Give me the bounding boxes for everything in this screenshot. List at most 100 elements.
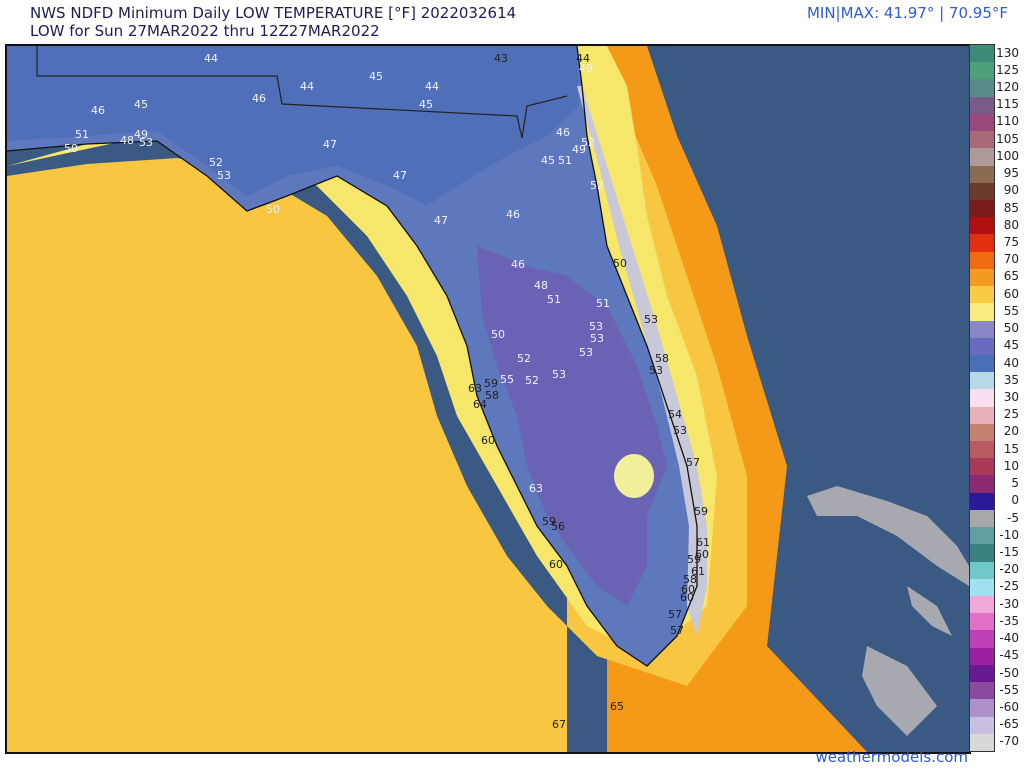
temperature-value: 44 [300,80,314,93]
temperature-value: 51 [596,297,610,310]
color-scale-swatch [970,647,994,665]
temperature-value: 53 [644,313,658,326]
temperature-value: 53 [579,346,593,359]
map-subtitle: LOW for Sun 27MAR2022 thru 12Z27MAR2022 [30,22,380,40]
map-title: NWS NDFD Minimum Daily LOW TEMPERATURE [… [30,4,517,22]
coastline [7,46,698,667]
color-scale-tick: -5 [1007,510,1019,525]
color-scale-tick: -35 [999,613,1019,628]
color-scale-swatch [970,199,994,218]
color-scale-tick: -30 [999,596,1019,611]
color-scale-swatch [970,372,994,390]
northern-land [7,46,579,206]
color-scale-bar [969,44,995,752]
temperature-value: 52 [525,374,539,387]
color-scale-swatch [970,699,994,717]
color-scale-swatch [970,458,994,476]
temperature-value: 53 [649,364,663,377]
temperature-value: 51 [547,293,561,306]
color-scale-tick: 110 [996,114,1019,129]
temperature-value: 55 [500,373,514,386]
temperature-value: 50 [266,203,280,216]
temperature-value: 45 [134,98,148,111]
temperature-value: 56 [551,520,565,533]
color-scale-swatch [970,441,994,459]
color-scale-tick: 40 [1003,355,1019,370]
color-scale-swatch [970,148,994,166]
color-scale-swatch [970,217,994,235]
color-scale-swatch [970,630,994,648]
color-scale-tick: -15 [999,544,1019,559]
peninsula-interior [477,246,667,606]
temperature-value: 52 [209,156,223,169]
temperature-value: 46 [506,208,520,221]
temperature-value: 46 [556,126,570,139]
color-scale-tick: 20 [1003,424,1019,439]
temperature-value: 47 [434,214,448,227]
temperature-value: 63 [468,382,482,395]
color-scale-swatch [970,79,994,97]
temperature-value: 46 [252,92,266,105]
color-scale-swatch [970,544,994,562]
color-scale-tick: 85 [1003,200,1019,215]
temperature-value: 57 [670,624,684,637]
color-scale-tick: 75 [1003,235,1019,250]
color-scale-swatch [970,268,994,287]
temperature-value: 51 [558,154,572,167]
color-scale-swatch [970,682,994,700]
color-scale-swatch [970,320,994,338]
color-scale-swatch [970,354,994,373]
temperature-value: 63 [529,482,543,495]
temperature-value: 53 [589,320,603,333]
color-scale-swatch [970,578,994,596]
temperature-value: 54 [668,408,682,421]
color-scale-tick: 70 [1003,252,1019,267]
color-scale-tick: 95 [1003,166,1019,181]
color-scale-tick: 100 [996,148,1019,163]
color-scale-swatch [970,509,994,528]
temperature-value: 59 [687,553,701,566]
temperature-value: 45 [541,154,555,167]
temperature-value: 49 [572,143,586,156]
temperature-value: 53 [552,368,566,381]
mild-water-band [7,46,747,752]
min-max-readout: MIN|MAX: 41.97° | 70.95°F [806,4,1008,22]
color-scale-tick: 10 [1003,458,1019,473]
color-scale-swatch [970,165,994,183]
temperature-value: 58 [683,573,697,586]
color-scale-tick: -50 [999,665,1019,680]
color-scale-tick: 65 [1003,269,1019,284]
color-scale-tick: 0 [1011,493,1019,508]
source-credit[interactable]: weathermodels.com [815,748,968,766]
temperature-value: 46 [511,258,525,271]
color-scale-tick: 130 [996,45,1019,60]
color-scale-tick: 55 [1003,303,1019,318]
color-scale-swatch [970,389,994,407]
color-scale-tick: 45 [1003,338,1019,353]
color-scale-ticks: 130 125 120 115 110 105 100 95 90 85 80 75 70 65 60 55 5… [995,44,1021,750]
temperature-value: 64 [473,398,487,411]
temperature-value: 65 [610,700,624,713]
temperature-value: 50 [613,257,627,270]
color-scale-swatch [970,733,994,751]
temperature-value: 59 [694,505,708,518]
temperature-value: 67 [552,718,566,731]
color-scale-tick: -55 [999,682,1019,697]
temperature-value: 60 [681,583,695,596]
color-scale-swatch [970,423,994,442]
color-scale-swatch [970,406,994,424]
temperature-value: 50 [64,142,78,155]
temperature-value: 44 [425,80,439,93]
land-mass [7,46,697,666]
color-scale-tick: 30 [1003,390,1019,404]
color-scale-swatch [970,286,994,304]
color-scale-tick: -40 [999,631,1019,646]
map-header: NWS NDFD Minimum Daily LOW TEMPERATURE [… [30,4,516,40]
color-scale-swatch [970,664,994,683]
color-scale-swatch [970,475,994,493]
color-scale-swatch [970,596,994,614]
color-scale-swatch [970,716,994,734]
temperature-map[interactable]: 44 43 44 49 45 44 44 46 45 46 45 46 51 49 48 53 50 52 49 47… [5,44,971,754]
